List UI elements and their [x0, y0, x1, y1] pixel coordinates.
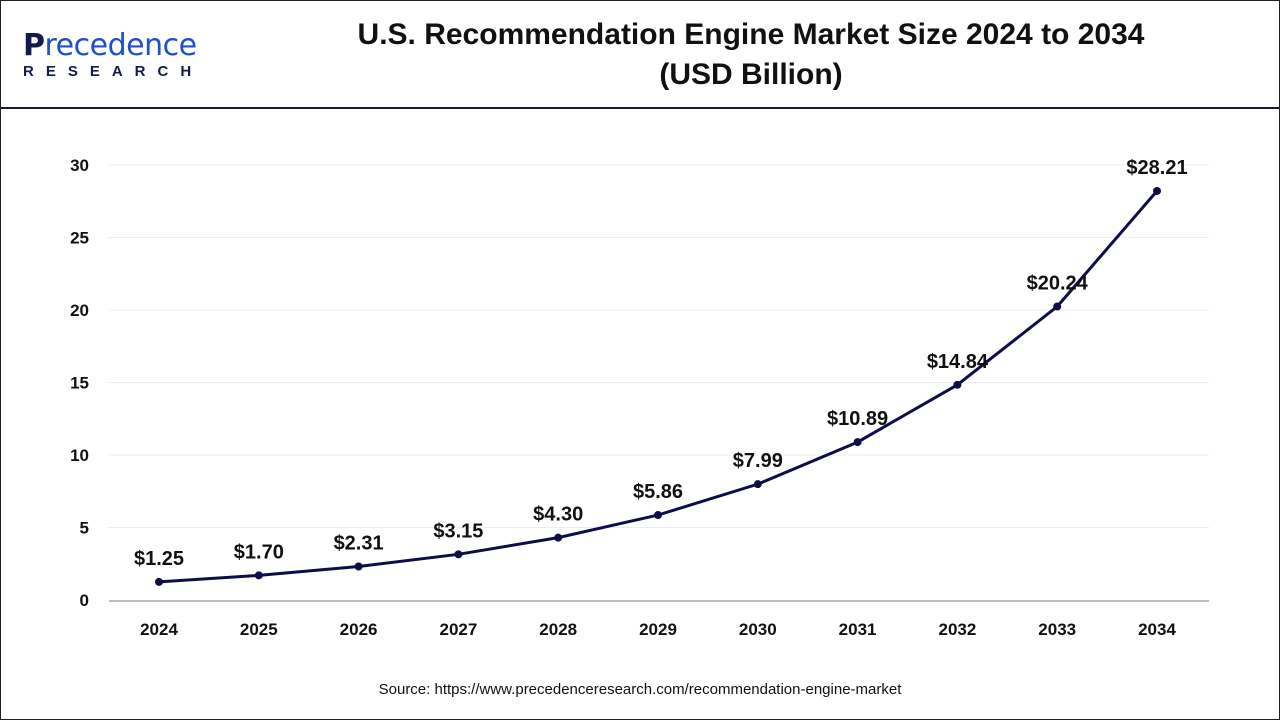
data-label: $4.30: [533, 504, 583, 526]
data-point: [354, 562, 363, 571]
data-point: [953, 380, 962, 389]
precedence-research-logo: Precedence RESEARCH: [23, 31, 213, 81]
data-point: [1153, 186, 1161, 195]
data-label: $14.84: [927, 351, 989, 373]
data-label: $1.25: [134, 548, 184, 570]
x-tick-label: 2032: [938, 620, 976, 639]
y-tick-label: 25: [70, 229, 89, 248]
y-tick-label: 20: [70, 301, 89, 320]
data-label: $1.70: [234, 541, 284, 563]
data-label: $20.24: [1027, 273, 1089, 295]
x-tick-label: 2031: [839, 620, 877, 639]
source-text: Source: https://www.precedenceresearch.c…: [378, 681, 902, 698]
chart-title: U.S. Recommendation Engine Market Size 2…: [281, 15, 1221, 95]
y-tick-label: 0: [80, 591, 89, 610]
data-point: [454, 550, 463, 559]
data-label: $28.21: [1126, 157, 1187, 179]
x-tick-label: 2026: [340, 620, 378, 639]
data-point: [554, 533, 563, 542]
y-tick-label: 5: [80, 519, 89, 538]
data-label: $5.86: [633, 481, 683, 503]
logo-subtitle: RESEARCH: [23, 63, 204, 80]
x-tick-label: 2028: [539, 620, 577, 639]
x-tick-label: 2027: [439, 620, 477, 639]
y-tick-label: 15: [70, 374, 89, 393]
y-tick-label: 30: [70, 156, 89, 175]
chart-title-line2: (USD Billion): [659, 58, 843, 91]
logo-wordmark-rest: recedence: [44, 28, 198, 63]
x-tick-label: 2025: [240, 620, 278, 639]
chart-title-line1: U.S. Recommendation Engine Market Size 2…: [357, 18, 1145, 51]
x-tick-label: 2029: [639, 620, 677, 639]
series-line: [158, 189, 1159, 584]
data-point: [753, 480, 762, 489]
data-point: [155, 577, 163, 586]
y-tick-label: 10: [70, 446, 89, 465]
x-tick-label: 2030: [739, 620, 777, 639]
data-label: $2.31: [334, 533, 384, 555]
header: Precedence RESEARCH U.S. Recommendation …: [1, 1, 1279, 109]
data-label: $7.99: [733, 450, 783, 472]
data-label: $10.89: [827, 408, 888, 430]
data-point: [853, 438, 862, 447]
x-tick-label: 2034: [1138, 620, 1176, 639]
data-point: [254, 571, 263, 580]
x-tick-label: 2033: [1038, 620, 1076, 639]
data-label: $3.15: [433, 520, 483, 542]
logo-wordmark: Precedence: [23, 28, 198, 63]
x-tick-label: 2024: [140, 620, 178, 639]
data-point: [654, 511, 662, 520]
data-point: [1053, 302, 1062, 311]
